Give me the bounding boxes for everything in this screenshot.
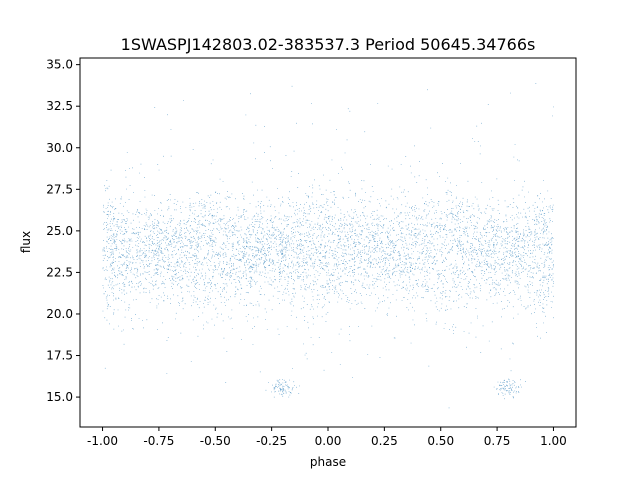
plot-area [79,57,577,428]
y-axis-ticks: 15.0 17.5 20.0 22.5 25.0 27.5 30.0 32.5 35.0 [46,58,80,404]
x-tick-label: 0.00 [315,434,342,448]
y-tick-label: 32.5 [46,99,73,113]
x-tick-label: -0.50 [200,434,231,448]
y-tick-label: 27.5 [46,182,73,196]
y-tick-label: 30.0 [46,141,73,155]
x-tick-label: 0.25 [371,434,398,448]
x-axis-ticks: -1.00 -0.75 -0.50 -0.25 0.00 0.25 0.50 0.75 1.00 [87,427,567,448]
y-tick-label: 15.0 [46,390,73,404]
axes-background [80,58,576,427]
chart-title: 1SWASPJ142803.02-383537.3 Period 50645.3… [121,35,536,54]
y-axis-label: flux [19,231,33,253]
y-tick-label: 22.5 [46,265,73,279]
x-tick-label: -1.00 [87,434,118,448]
x-tick-label: 0.50 [427,434,454,448]
x-axis-label: phase [310,455,346,469]
y-tick-label: 35.0 [46,58,73,72]
y-tick-label: 20.0 [46,307,73,321]
x-tick-label: -0.25 [256,434,287,448]
x-tick-label: -0.75 [143,434,174,448]
x-tick-label: 1.00 [540,434,567,448]
y-tick-label: 25.0 [46,224,73,238]
x-tick-label: 0.75 [484,434,511,448]
y-tick-label: 17.5 [46,349,73,363]
